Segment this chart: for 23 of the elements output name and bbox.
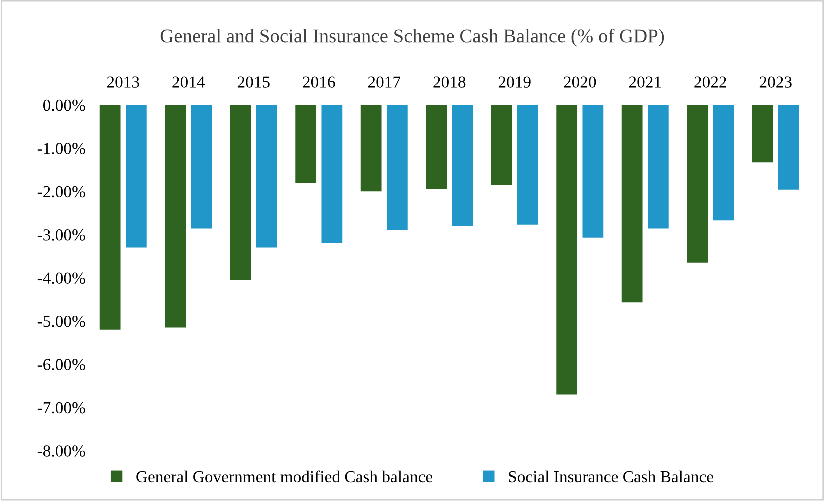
x-tick-label: 2020 [564, 76, 596, 88]
legend-label: Social Insurance Cash Balance [509, 470, 714, 483]
y-tick-label: 0.00% [43, 100, 86, 112]
x-tick-label: 2015 [238, 76, 270, 88]
y-tick-label: -5.00% [38, 316, 86, 328]
y-tick-label: -1.00% [38, 143, 86, 154]
y-tick-label: -7.00% [38, 402, 86, 414]
y-tick-label: -4.00% [38, 272, 86, 284]
y-tick-label: -3.00% [38, 230, 86, 241]
x-tick-label: 2022 [694, 76, 726, 88]
x-tick-label: 2018 [434, 76, 466, 88]
y-tick-label: -6.00% [38, 359, 86, 370]
x-tick-label: 2019 [498, 76, 531, 88]
x-tick-label: 2013 [107, 76, 140, 88]
x-tick-label: 2023 [760, 76, 792, 88]
x-tick-label: 2016 [303, 76, 336, 88]
x-tick-label: 2017 [368, 76, 401, 88]
chart-title: General and Social Insurance Scheme Cash Balance (% of GDP) [160, 28, 664, 47]
y-tick-label: -8.00% [38, 446, 86, 457]
x-tick-label: 2014 [172, 76, 206, 88]
x-tick-label: 2021 [629, 76, 662, 88]
legend-label: General Government modified Cash balance [136, 470, 432, 483]
y-tick-label: -2.00% [38, 186, 86, 198]
